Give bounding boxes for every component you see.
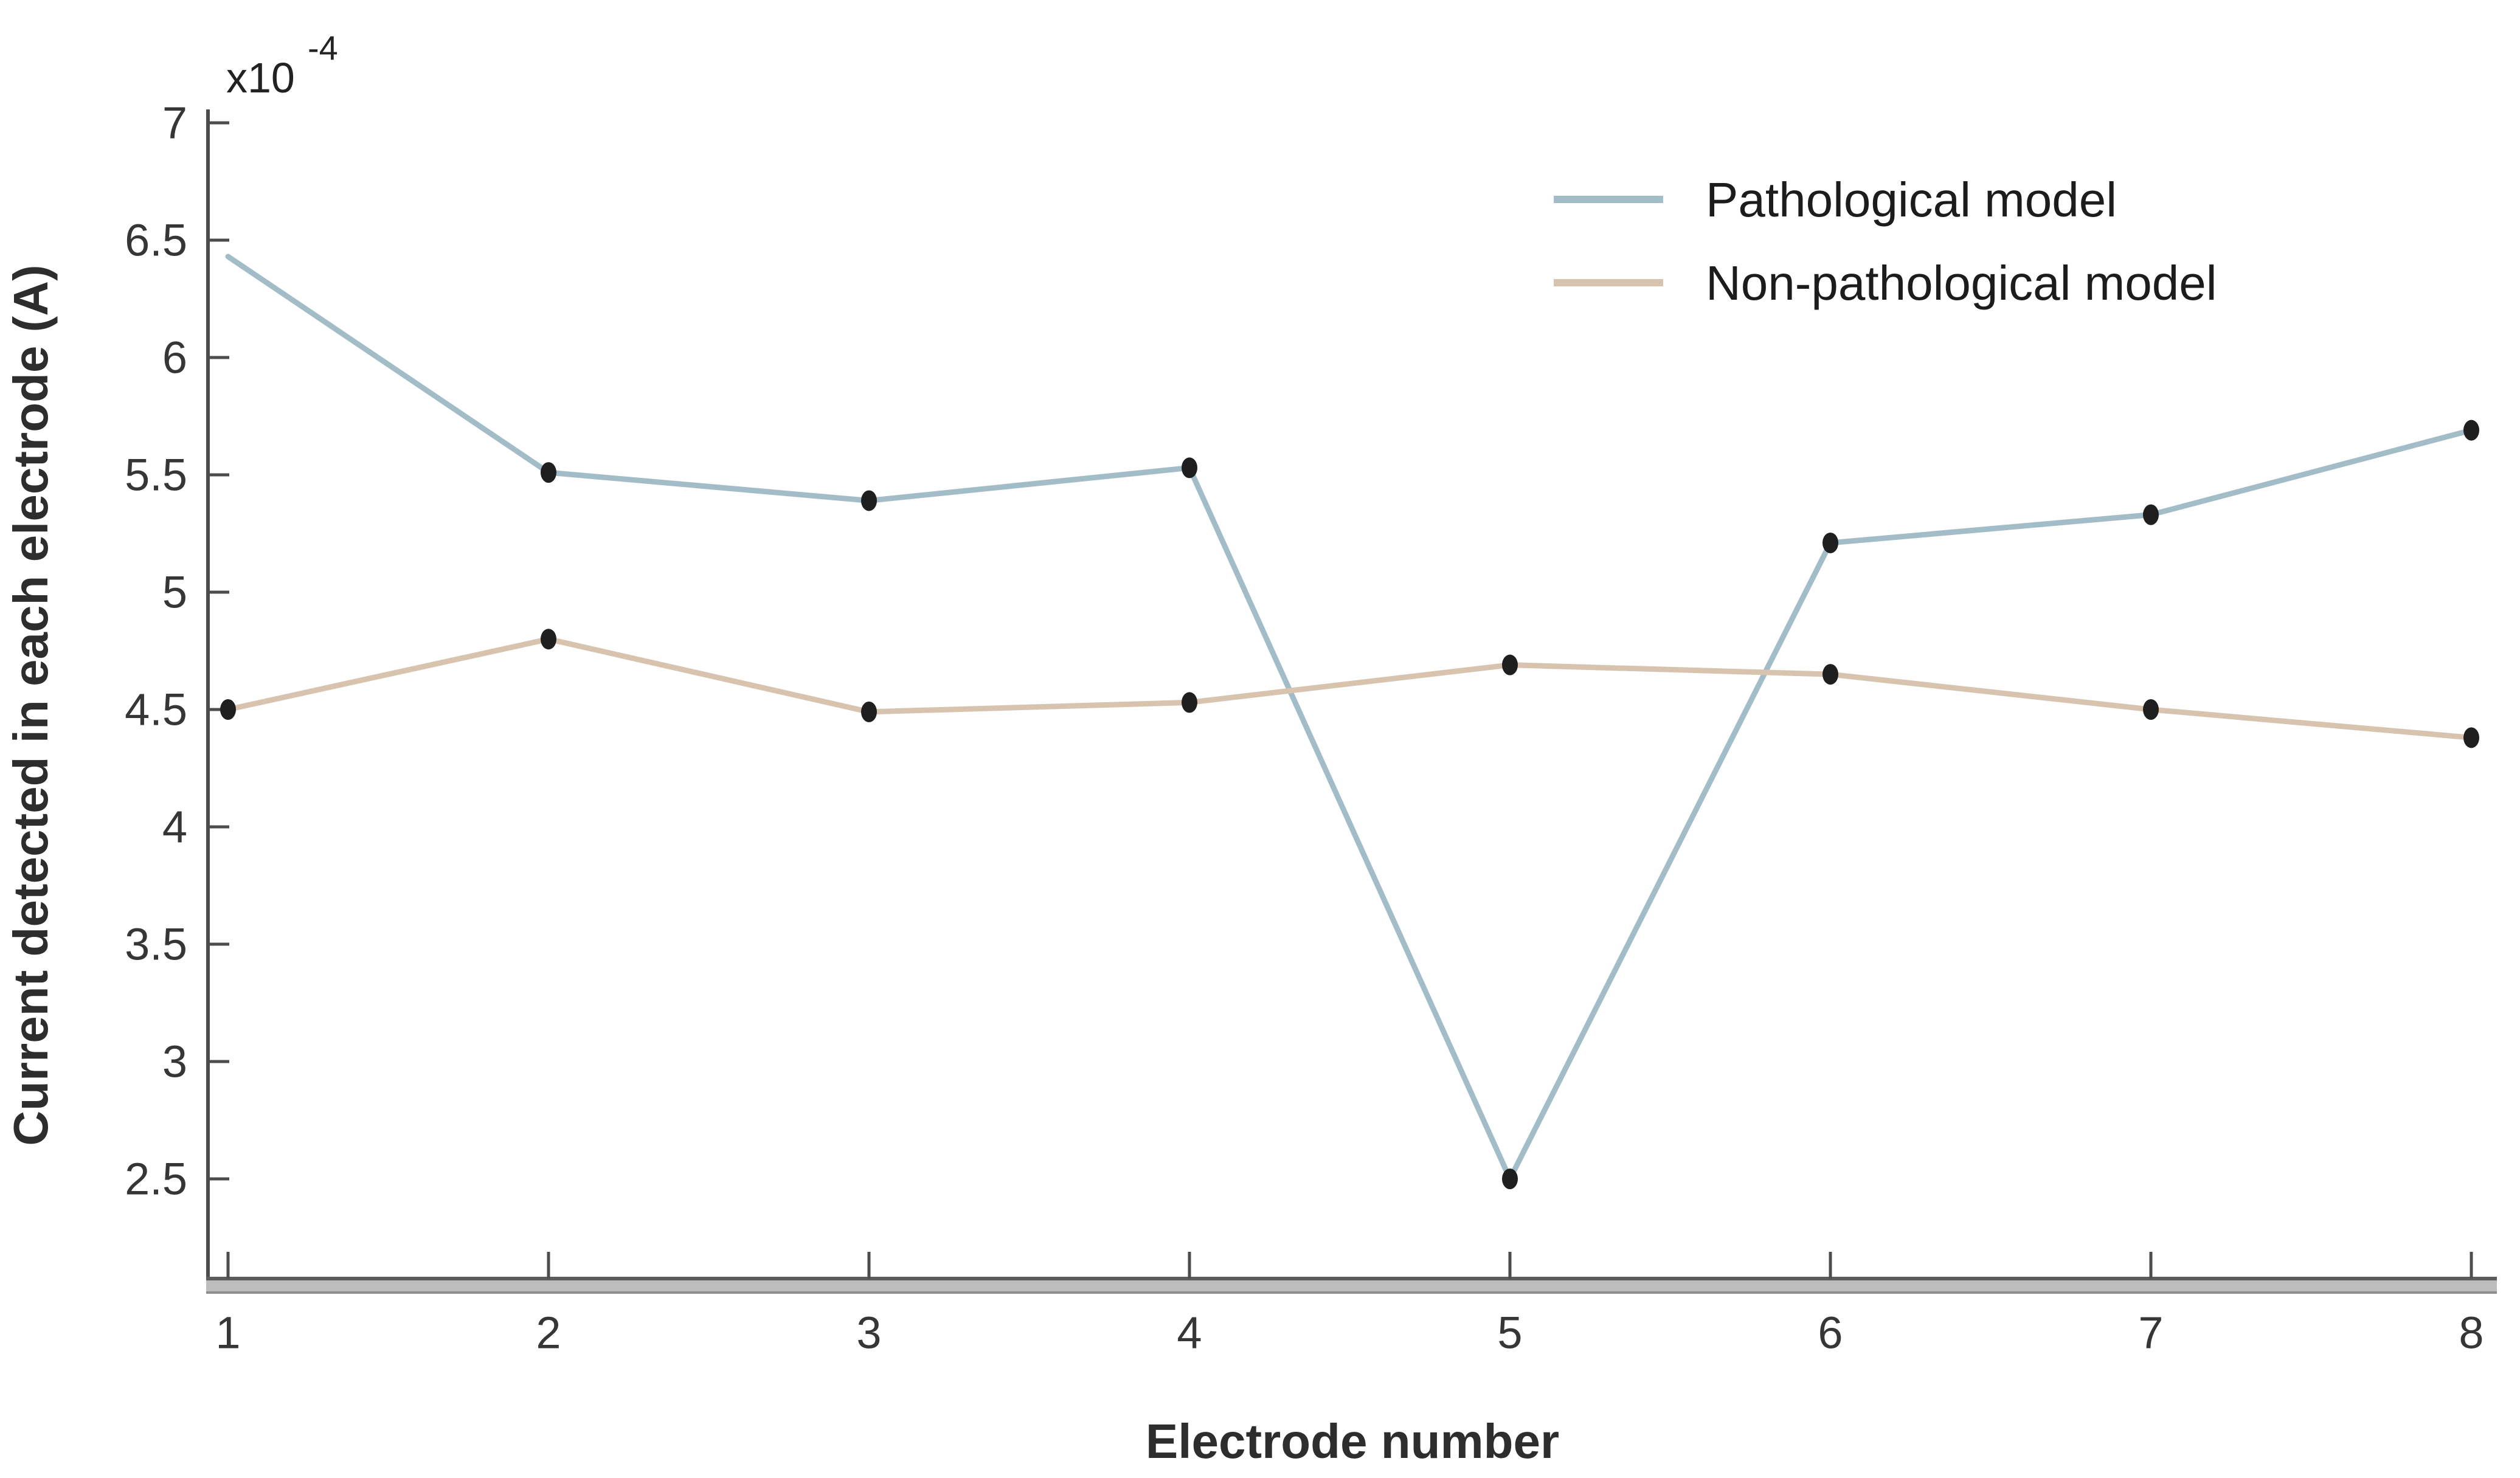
x-tick-label: 8: [2459, 1308, 2484, 1358]
axes: [206, 109, 2497, 1294]
y-axis-label: Current detected in each electrode (A): [4, 264, 58, 1145]
y-tick-label: 3: [162, 1037, 187, 1087]
x-tick-label: 5: [1497, 1308, 1522, 1358]
legend: Pathological model Non-pathological mode…: [1554, 173, 2217, 310]
data-point: [2463, 420, 2479, 441]
y-tick-label: 7: [162, 98, 187, 148]
series-line-pathological-model: [225, 254, 2474, 1182]
data-point: [541, 629, 556, 650]
y-exponent-base: x10: [226, 54, 295, 102]
data-point: [1182, 692, 1197, 713]
x-tick-label: 4: [1177, 1308, 1202, 1358]
data-point: [861, 701, 877, 722]
y-tick-label: 5: [162, 567, 187, 618]
x-tick-label: 2: [536, 1308, 561, 1358]
series-markers-pathological-model: [541, 420, 2479, 1189]
y-tick-label: 6: [162, 333, 187, 383]
y-tick-label: 6.5: [125, 215, 187, 266]
data-point: [1502, 654, 1518, 675]
data-point: [1822, 532, 1838, 553]
data-point: [2143, 699, 2159, 720]
y-tick-label: 4.5: [125, 685, 187, 735]
x-tick-label: 3: [856, 1308, 881, 1358]
data-point: [2143, 504, 2159, 525]
data-point: [541, 462, 556, 483]
data-point: [2463, 727, 2479, 748]
x-tick-label: 6: [1818, 1308, 1843, 1358]
data-series: [220, 254, 2479, 1189]
x-tick-label: 7: [2138, 1308, 2163, 1358]
data-point: [1182, 457, 1197, 478]
data-point: [1822, 664, 1838, 685]
y-tick-label: 4: [162, 802, 187, 852]
y-exponent-power: -4: [308, 29, 338, 67]
y-tick-label: 3.5: [125, 919, 187, 970]
data-point: [220, 699, 236, 720]
y-tick-label: 2.5: [125, 1154, 187, 1204]
axis-tick-labels: 2.5 3 3.5 4 4.5 5 5.5 6 6.5 7 1 2 3 4 5 6 7 8: [125, 98, 2484, 1358]
series-line-non-pathological-model: [225, 636, 2474, 741]
y-tick-label: 5.5: [125, 450, 187, 500]
legend-label-non-pathological: Non-pathological model: [1706, 256, 2217, 310]
data-point: [1502, 1169, 1518, 1189]
y-axis-exponent: x10 -4: [226, 29, 338, 102]
x-axis-label: Electrode number: [1146, 1414, 1559, 1468]
data-point: [861, 490, 877, 511]
x-tick-label: 1: [215, 1308, 240, 1358]
axis-ticks: [208, 121, 2473, 1279]
series-markers-non-pathological-model: [220, 629, 2479, 748]
legend-label-pathological: Pathological model: [1706, 173, 2117, 227]
